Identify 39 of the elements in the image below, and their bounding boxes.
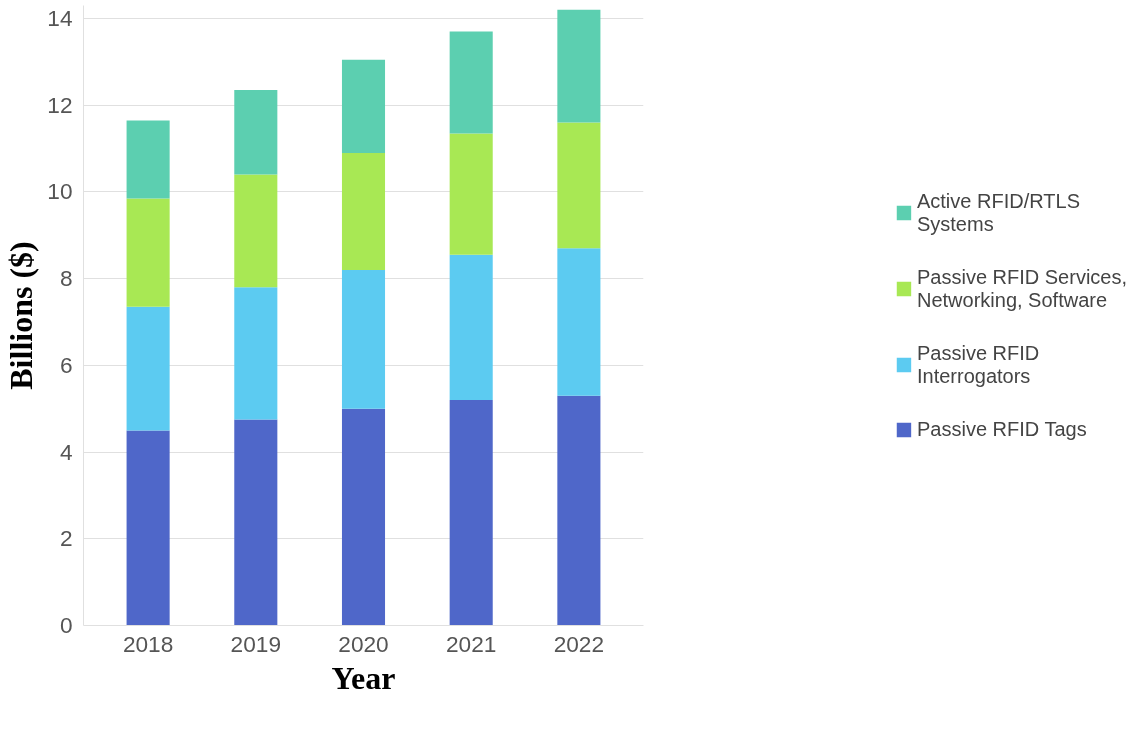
x-tick-label: 2018 [122, 630, 174, 657]
bar [449, 400, 493, 626]
bar [126, 198, 170, 307]
bar [341, 269, 386, 409]
bar [234, 174, 278, 288]
legend-label: Passive RFID Interrogators [916, 341, 1040, 388]
y-tick-label: 0 [59, 612, 73, 638]
bar [126, 120, 170, 199]
bar [557, 395, 601, 626]
legend-label: Active RFID/RTLS Systems [916, 189, 1080, 236]
bar [449, 31, 493, 134]
bar [341, 152, 386, 270]
bar [449, 254, 493, 401]
y-axis-title: Billions ($) [3, 241, 40, 390]
y-tick-label: 6 [59, 351, 73, 378]
bar [126, 306, 170, 431]
bar [557, 248, 601, 396]
legend-label: Passive RFID Services, Networking, Software [916, 265, 1128, 312]
y-tick-label: 10 [47, 178, 73, 205]
bar [234, 287, 278, 420]
y-tick-label: 4 [59, 438, 73, 465]
x-tick-label: 2022 [553, 630, 605, 657]
y-tick-label: 8 [59, 265, 73, 292]
legend-label: Passive RFID Tags [916, 417, 1087, 441]
y-tick-label: 12 [47, 91, 73, 118]
bar [126, 430, 170, 626]
bar [341, 59, 386, 153]
x-tick-label: 2020 [338, 630, 389, 657]
bar [234, 419, 278, 626]
y-tick-label: 14 [47, 5, 73, 32]
x-axis-title: Year [331, 659, 396, 696]
y-tick-label: 2 [59, 525, 73, 552]
bar [557, 122, 601, 249]
bar [557, 9, 601, 123]
x-tick-label: 2019 [230, 630, 282, 657]
bar [341, 408, 386, 626]
bar [449, 133, 493, 255]
x-tick-label: 2021 [445, 630, 497, 657]
bar [234, 90, 278, 175]
